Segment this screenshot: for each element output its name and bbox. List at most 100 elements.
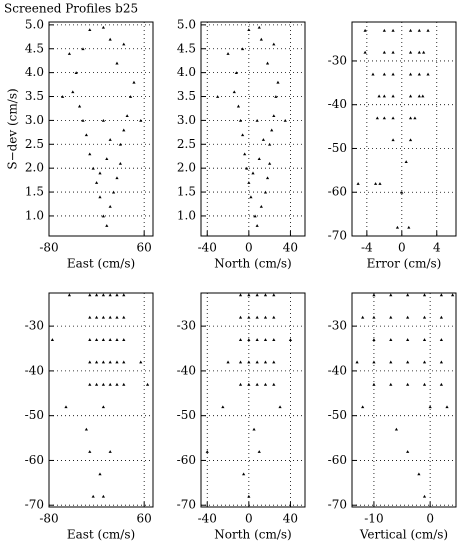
data-point — [391, 116, 395, 120]
data-point — [94, 338, 99, 341]
data-point — [361, 405, 365, 409]
data-point — [108, 293, 112, 297]
data-point — [255, 224, 259, 227]
data-point — [422, 338, 427, 341]
data-point — [272, 360, 276, 364]
data-point — [389, 338, 393, 341]
data-point — [232, 90, 236, 94]
data-point — [101, 382, 105, 386]
data-point — [242, 472, 246, 476]
data-point — [406, 293, 410, 297]
data-point — [265, 176, 270, 180]
data-point — [101, 119, 105, 122]
data-point — [122, 128, 126, 132]
data-point — [255, 382, 259, 386]
data-point — [216, 95, 220, 98]
data-point — [226, 52, 230, 55]
data-point — [372, 293, 376, 297]
y-tick-label: -40 — [328, 97, 347, 111]
data-point — [413, 116, 417, 120]
x-tick-label: -10 — [364, 512, 383, 526]
data-point — [247, 181, 251, 184]
data-point — [115, 293, 119, 297]
data-point — [94, 293, 99, 297]
y-tick-label: -60 — [25, 453, 44, 467]
data-point — [404, 160, 408, 164]
data-point — [81, 119, 85, 122]
data-point — [115, 360, 119, 364]
data-point — [247, 382, 251, 386]
data-point — [139, 119, 143, 122]
data-point — [67, 52, 71, 55]
y-tick-label: 1.5 — [177, 185, 196, 199]
data-point — [101, 494, 105, 498]
data-point — [356, 182, 360, 185]
data-point — [71, 90, 75, 94]
y-tick-label: -30 — [25, 319, 44, 333]
data-point — [101, 315, 105, 319]
data-point — [422, 360, 427, 364]
data-point — [265, 61, 270, 65]
data-point — [408, 72, 413, 76]
data-point — [288, 338, 293, 341]
x-tick-label: -40 — [198, 241, 217, 255]
data-point — [377, 94, 381, 98]
data-point — [395, 225, 400, 229]
data-point — [406, 338, 410, 341]
data-point — [428, 405, 432, 409]
data-point — [247, 338, 251, 341]
data-point — [234, 71, 238, 75]
data-point — [257, 25, 261, 29]
data-point — [255, 119, 259, 122]
data-point — [247, 360, 251, 364]
data-point — [118, 142, 122, 146]
y-tick-label: 1.0 — [25, 208, 44, 222]
data-point — [451, 293, 455, 297]
data-point — [88, 360, 92, 364]
data-point — [84, 133, 88, 137]
y-tick-label: -70 — [328, 498, 347, 512]
data-point — [439, 382, 443, 386]
x-axis-label: Vertical (cm/s) — [359, 528, 448, 542]
plot-frame — [351, 21, 457, 237]
data-point — [255, 315, 259, 319]
data-point — [408, 50, 413, 54]
y-tick-label: 4.5 — [177, 41, 196, 55]
data-point — [118, 161, 122, 165]
data-point — [226, 360, 230, 364]
data-point — [421, 94, 425, 98]
y-tick-label: -70 — [328, 229, 347, 243]
data-point — [74, 71, 78, 75]
data-point — [272, 338, 276, 341]
data-point — [400, 190, 404, 194]
data-point — [372, 338, 376, 341]
data-point — [145, 382, 150, 386]
y-tick-label: 3.0 — [177, 113, 196, 127]
data-point — [88, 315, 92, 319]
x-tick-label: -80 — [39, 512, 58, 526]
data-point — [422, 293, 427, 297]
x-tick-label: 60 — [137, 512, 152, 526]
data-point — [247, 28, 251, 32]
data-point — [122, 338, 126, 341]
x-tick-label: 4 — [433, 241, 441, 255]
data-point — [439, 315, 443, 319]
data-point — [445, 405, 449, 409]
y-tick-label: 2.5 — [25, 137, 44, 151]
y-tick-label: -50 — [328, 141, 347, 155]
y-tick-label: -40 — [177, 363, 196, 377]
data-point — [108, 450, 112, 453]
y-tick-label: -30 — [328, 319, 347, 333]
data-point — [422, 494, 427, 498]
data-point — [88, 450, 92, 453]
data-point — [108, 315, 112, 319]
data-point — [372, 382, 376, 386]
data-point — [91, 494, 95, 498]
y-tick-label: 3.5 — [177, 89, 196, 103]
data-point — [283, 119, 287, 122]
data-point — [115, 61, 119, 65]
data-point — [122, 293, 126, 297]
y-tick-label: 5.0 — [25, 17, 44, 31]
data-point — [263, 338, 268, 341]
